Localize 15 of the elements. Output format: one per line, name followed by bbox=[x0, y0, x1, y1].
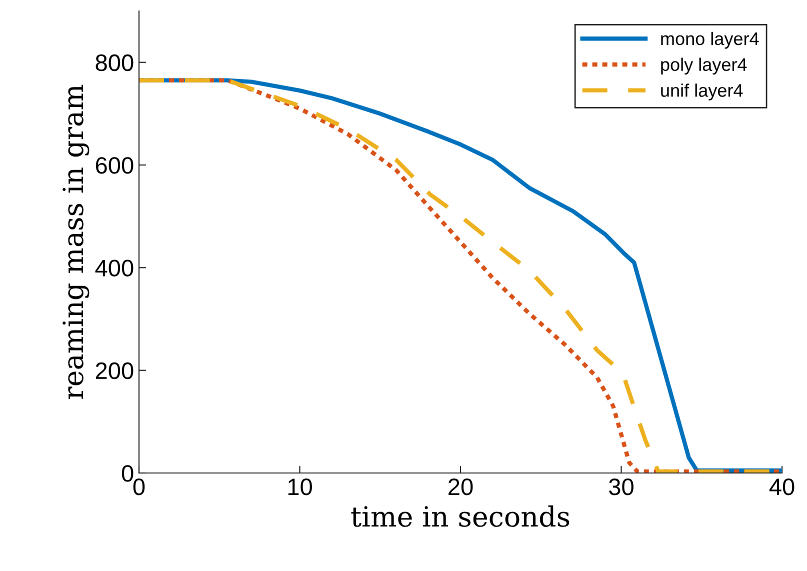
legend-label: poly layer4 bbox=[661, 58, 747, 75]
legend-label: unif layer4 bbox=[661, 84, 743, 100]
y-tick-label: 800 bbox=[96, 54, 134, 72]
legend-label: mono layer4 bbox=[661, 32, 759, 49]
y-tick-label: 0 bbox=[122, 465, 134, 482]
x-tick-label: 0 bbox=[133, 478, 145, 496]
x-axis-title: time in seconds bbox=[351, 505, 570, 527]
y-tick-label: 600 bbox=[96, 157, 134, 174]
x-tick-label: 10 bbox=[288, 478, 312, 496]
x-tick-label: 30 bbox=[609, 478, 634, 496]
x-tick-label: 20 bbox=[448, 478, 473, 496]
y-tick-label: 400 bbox=[95, 260, 134, 276]
x-tick-label: 40 bbox=[769, 478, 794, 496]
y-axis-title: reaming mass in gram bbox=[62, 84, 90, 399]
y-tick-label: 200 bbox=[96, 362, 134, 380]
